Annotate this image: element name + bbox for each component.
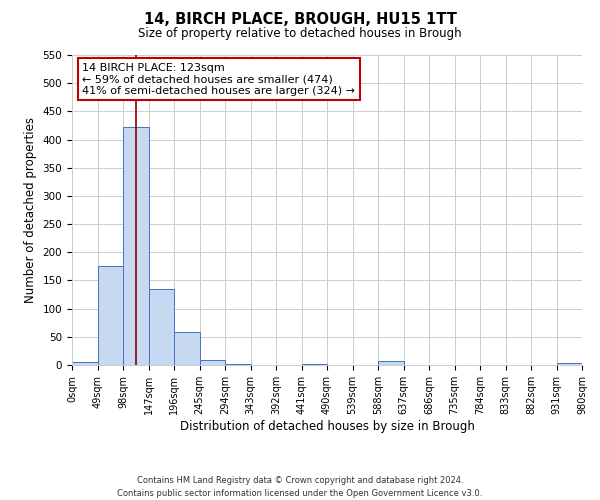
Bar: [72, 362, 97, 365]
Bar: [302, 364, 327, 365]
Bar: [149, 289, 174, 365]
Bar: [378, 361, 404, 365]
Bar: [199, 360, 225, 365]
Y-axis label: Number of detached properties: Number of detached properties: [24, 117, 37, 303]
Text: 14 BIRCH PLACE: 123sqm
← 59% of detached houses are smaller (474)
41% of semi-de: 14 BIRCH PLACE: 123sqm ← 59% of detached…: [82, 62, 355, 96]
Bar: [557, 364, 582, 365]
Text: Contains HM Land Registry data © Crown copyright and database right 2024.
Contai: Contains HM Land Registry data © Crown c…: [118, 476, 482, 498]
Bar: [225, 364, 251, 365]
Bar: [123, 127, 149, 365]
Bar: [174, 332, 199, 365]
Text: Size of property relative to detached houses in Brough: Size of property relative to detached ho…: [138, 28, 462, 40]
X-axis label: Distribution of detached houses by size in Brough: Distribution of detached houses by size …: [179, 420, 475, 432]
Bar: [97, 266, 123, 365]
Text: 14, BIRCH PLACE, BROUGH, HU15 1TT: 14, BIRCH PLACE, BROUGH, HU15 1TT: [143, 12, 457, 28]
